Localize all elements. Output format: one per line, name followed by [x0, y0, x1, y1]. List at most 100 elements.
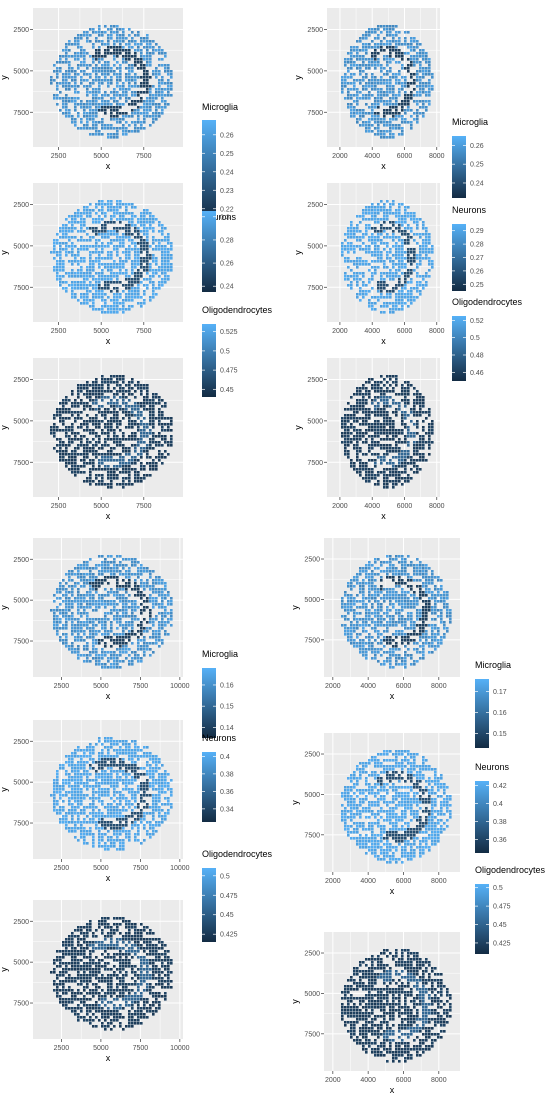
legend-tick-label: 0.425	[493, 940, 511, 947]
legend: Microglia 0.26 0.25 0.24 0.23 0.22	[202, 102, 238, 218]
y-tick-label: 7500	[307, 285, 323, 292]
y-tick-label: 5000	[304, 991, 320, 998]
chart-panel-1: 2500 5000 7500 2500 5000 7500 x y Microglia 0.26 0…	[0, 8, 238, 218]
chart-panel-11: 2000 4000 6000 8000 2500 5000 7500 x y Neurons 0.4…	[290, 733, 510, 896]
colorbar	[202, 324, 216, 397]
y-tick-label: 5000	[13, 960, 29, 967]
x-tick-label: 2500	[54, 865, 70, 872]
colorbar	[452, 224, 466, 291]
legend: Oligodendrocytes 0.5 0.475 0.45 0.425	[202, 849, 273, 942]
legend-tick-label: 0.25	[470, 162, 484, 169]
legend-title: Microglia	[202, 102, 238, 112]
legend-tick-label: 0.475	[220, 893, 238, 900]
y-tick-label: 7500	[304, 832, 320, 839]
x-tick-label: 7500	[136, 503, 152, 510]
legend-tick-label: 0.475	[493, 904, 511, 911]
y-tick-label: 7500	[304, 1031, 320, 1038]
x-tick-label: 5000	[93, 683, 109, 690]
x-tick-label: 10000	[170, 1045, 190, 1052]
x-tick-label: 2000	[332, 153, 348, 160]
chart-panel-4: 2000 4000 6000 8000 2500 5000 7500 x y Microglia 0…	[293, 8, 488, 198]
chart-panel-7: 2500 5000 7500 10000 2500 5000 7500 x y Microglia…	[0, 538, 238, 738]
x-axis-label: x	[390, 886, 395, 896]
x-tick-label: 2000	[325, 878, 341, 885]
legend-title: Oligodendrocytes	[202, 305, 273, 315]
y-tick-label: 2500	[13, 919, 29, 926]
legend-title: Microglia	[452, 117, 488, 127]
y-tick-label: 7500	[13, 460, 29, 467]
colorbar	[202, 752, 216, 822]
x-tick-label: 8000	[431, 683, 447, 690]
x-tick-label: 4000	[364, 503, 380, 510]
legend-tick-label: 0.36	[220, 789, 234, 796]
x-axis-label: x	[390, 1085, 395, 1095]
tissue-texture	[50, 555, 173, 669]
legend-tick-label: 0.24	[220, 284, 234, 291]
legend-tick-label: 0.16	[220, 682, 234, 689]
x-axis-label: x	[381, 336, 386, 346]
legend-tick-label: 0.26	[220, 261, 234, 268]
legend-title: Oligodendrocytes	[475, 865, 546, 875]
x-tick-label: 6000	[397, 328, 413, 335]
legend-tick-label: 0.28	[470, 242, 484, 249]
y-tick-label: 5000	[307, 68, 323, 75]
colorbar	[202, 120, 216, 218]
y-axis-label: y	[293, 75, 303, 80]
y-tick-label: 2500	[13, 557, 29, 564]
x-tick-label: 4000	[360, 1077, 376, 1084]
y-axis-label: y	[0, 250, 9, 255]
legend-tick-label: 0.3	[220, 214, 230, 221]
x-tick-label: 4000	[364, 328, 380, 335]
y-tick-label: 7500	[13, 639, 29, 646]
x-axis-label: x	[106, 691, 111, 701]
legend-title: Oligodendrocytes	[202, 849, 273, 859]
chart-panel-8: 2500 5000 7500 10000250050007500xyNeurons0.…	[0, 720, 237, 883]
colorbar	[475, 679, 489, 748]
legend-tick-label: 0.26	[470, 268, 484, 275]
legend-tick-label: 0.14	[220, 725, 234, 732]
legend-tick-label: 0.5	[470, 335, 480, 342]
colorbar	[475, 884, 489, 954]
x-tick-label: 7500	[133, 683, 149, 690]
legend-tick-label: 0.38	[220, 771, 234, 778]
legend: Microglia 0.17 0.16 0.15	[475, 660, 511, 748]
x-tick-label: 2000	[332, 328, 348, 335]
x-tick-label: 7500	[133, 865, 149, 872]
y-tick-label: 2500	[13, 377, 29, 384]
y-axis-label: y	[293, 425, 303, 430]
legend: Microglia 0.16 0.15 0.14	[202, 649, 238, 738]
x-tick-label: 4000	[360, 878, 376, 885]
legend-tick-label: 0.4	[220, 754, 230, 761]
legend-title: Neurons	[452, 205, 487, 215]
x-axis-label: x	[106, 511, 111, 521]
colorbar	[475, 781, 489, 853]
legend-tick-label: 0.4	[493, 801, 503, 808]
x-tick-label: 10000	[170, 865, 190, 872]
x-tick-label: 5000	[93, 1045, 109, 1052]
y-tick-label: 5000	[13, 243, 29, 250]
legend-tick-label: 0.28	[220, 237, 234, 244]
legend-title: Microglia	[202, 649, 238, 659]
legend-tick-label: 0.34	[220, 806, 234, 813]
x-tick-label: 2500	[54, 683, 70, 690]
tissue-texture	[341, 375, 434, 489]
x-axis-label: x	[106, 873, 111, 883]
legend-tick-label: 0.45	[493, 922, 507, 929]
legend-tick-label: 0.24	[220, 169, 234, 176]
x-tick-label: 4000	[364, 153, 380, 160]
chart-panel-3: 2500 5000 7500 2500 5000 7500 x y Oligodendrocyt…	[0, 305, 273, 521]
colorbar	[202, 868, 216, 942]
tissue-texture	[341, 750, 452, 864]
y-axis-label: y	[0, 425, 9, 430]
legend-title: Neurons	[202, 212, 237, 222]
x-tick-label: 6000	[396, 1077, 412, 1084]
x-tick-label: 10000	[170, 683, 190, 690]
y-tick-label: 7500	[307, 460, 323, 467]
legend: Oligodendrocytes 0.52 0.5 0.48 0.46	[452, 297, 523, 381]
y-tick-label: 5000	[307, 243, 323, 250]
legend-tick-label: 0.29	[470, 228, 484, 235]
x-tick-label: 8000	[429, 328, 445, 335]
legend: Microglia 0.26 0.25 0.24	[452, 117, 488, 198]
chart-panel-12: 2000 4000 6000 8000 2500 5000 7500 x y Oligodendr…	[290, 865, 546, 1095]
